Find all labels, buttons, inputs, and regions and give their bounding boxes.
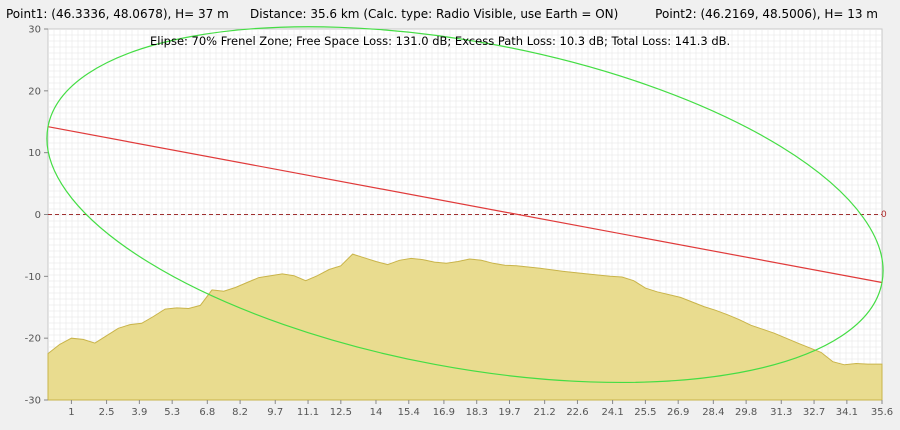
x-tick-label: 1 <box>68 407 74 418</box>
loss-summary-subtitle: Elipse: 70% Frenel Zone; Free Space Loss… <box>150 34 730 48</box>
x-tick-label: 2.5 <box>99 407 115 418</box>
zero-level-marker: 0 <box>881 210 887 220</box>
fresnel-zone-ellipse <box>46 26 884 384</box>
distance-label: Distance: 35.6 km (Calc. type: Radio Vis… <box>250 7 619 21</box>
y-tick-label: 30 <box>28 25 41 36</box>
x-tick-label: 19.7 <box>498 407 520 418</box>
x-tick-label: 16.9 <box>433 407 455 418</box>
x-tick-label: 11.1 <box>297 407 319 418</box>
x-tick-label: 14 <box>370 407 383 418</box>
x-tick-label: 18.3 <box>466 407 488 418</box>
x-tick-label: 8.2 <box>232 407 248 418</box>
x-tick-label: 15.4 <box>398 407 420 418</box>
x-tick-label: 31.3 <box>770 407 792 418</box>
x-tick-label: 22.6 <box>566 407 588 418</box>
y-tick-label: -20 <box>25 334 41 345</box>
point2-label: Point2: (46.2169, 48.5006), H= 13 m <box>655 7 878 21</box>
x-tick-label: 34.1 <box>836 407 858 418</box>
x-tick-label: 5.3 <box>164 407 180 418</box>
x-tick-label: 26.9 <box>667 407 689 418</box>
y-tick-label: 20 <box>28 86 41 97</box>
x-tick-label: 29.8 <box>735 407 757 418</box>
y-tick-label: 0 <box>35 210 41 221</box>
x-tick-label: 35.6 <box>871 407 893 418</box>
y-tick-label: 10 <box>28 148 41 159</box>
x-tick-label: 6.8 <box>199 407 215 418</box>
y-axis-ticks: 30 20 10 0 -10 -20 -30 <box>25 25 48 407</box>
x-tick-label: 9.7 <box>267 407 283 418</box>
y-tick-label: -30 <box>25 396 41 407</box>
y-tick-label: -10 <box>25 272 41 283</box>
x-tick-label: 3.9 <box>131 407 147 418</box>
point1-label: Point1: (46.3336, 48.0678), H= 37 m <box>6 7 229 21</box>
line-of-sight <box>47 126 883 284</box>
terrain-profile-area <box>47 253 883 401</box>
x-tick-label: 24.1 <box>601 407 623 418</box>
x-tick-label: 21.2 <box>534 407 556 418</box>
x-tick-label: 25.5 <box>634 407 656 418</box>
x-tick-label: 12.5 <box>330 407 352 418</box>
x-tick-label: 32.7 <box>803 407 825 418</box>
x-axis-ticks: 1 2.5 3.9 5.3 6.8 8.2 9.7 11.1 12.5 14 15.4 16.9 18.… <box>68 400 893 418</box>
x-tick-label: 28.4 <box>702 407 724 418</box>
